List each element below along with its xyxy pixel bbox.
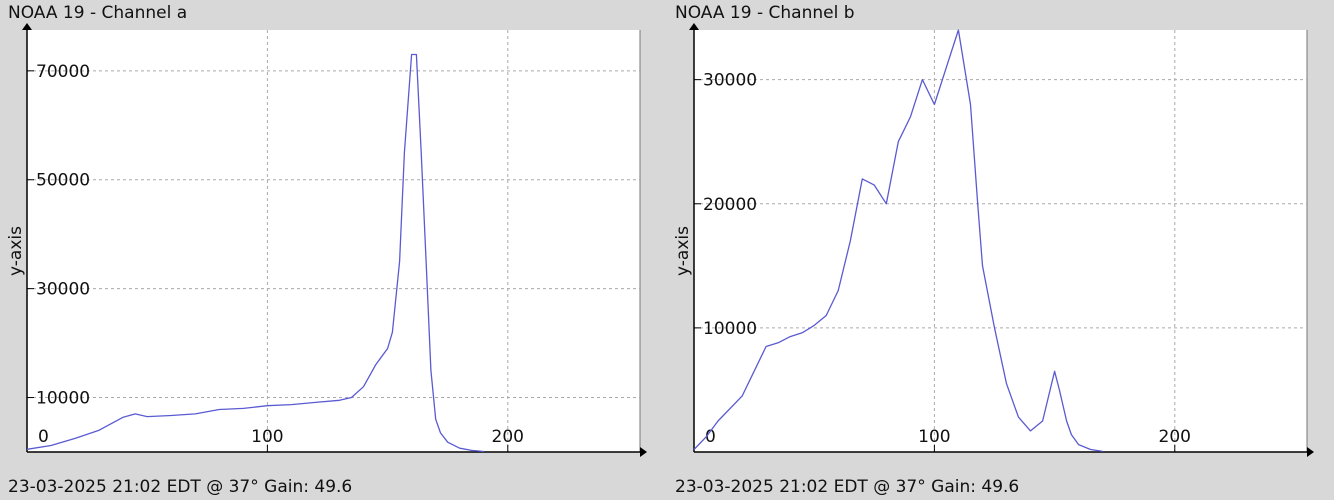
chart-title: NOAA 19 - Channel b <box>675 3 855 23</box>
plot-area <box>694 30 1307 452</box>
y-tick-label: 10000 <box>703 319 757 339</box>
y-axis-label: y-axis <box>673 226 693 276</box>
y-tick-label: 70000 <box>36 62 90 82</box>
x-axis-arrow <box>1307 447 1314 457</box>
y-tick-label: 30000 <box>36 280 90 300</box>
status-footer: 23-03-2025 21:02 EDT @ 37° Gain: 49.6 <box>8 477 353 497</box>
y-tick-label: 50000 <box>36 171 90 191</box>
x-tick-label: 100 <box>918 427 950 447</box>
y-axis-label: y-axis <box>6 226 26 276</box>
y-axis-arrow <box>22 23 32 30</box>
series-line <box>693 29 1103 453</box>
chart-title: NOAA 19 - Channel a <box>8 3 188 23</box>
series-line <box>26 53 484 453</box>
x-tick-label: 0 <box>705 427 716 447</box>
x-tick-label: 200 <box>1159 427 1191 447</box>
plot-area <box>27 30 640 452</box>
y-tick-label: 20000 <box>703 195 757 215</box>
y-axis-arrow <box>689 23 699 30</box>
status-footer: 23-03-2025 21:02 EDT @ 37° Gain: 49.6 <box>675 477 1020 497</box>
chart-panel-a: NOAA 19 - Channel a 10000 30000 50000 70000… <box>6 3 647 497</box>
chart-plot-a: 10000 30000 50000 70000 0 100 200 y-axis <box>6 23 647 457</box>
y-tick-label: 10000 <box>36 389 90 409</box>
x-tick-label: 0 <box>38 427 49 447</box>
x-tick-label: 100 <box>251 427 283 447</box>
chart-plot-b: 10000 20000 30000 0 100 200 y-axis <box>673 23 1314 457</box>
x-axis-arrow <box>640 447 647 457</box>
y-tick-label: 30000 <box>703 71 757 91</box>
chart-panel-b: NOAA 19 - Channel b 10000 20000 30000 0 100 2… <box>667 0 1334 500</box>
x-tick-label: 200 <box>492 427 524 447</box>
